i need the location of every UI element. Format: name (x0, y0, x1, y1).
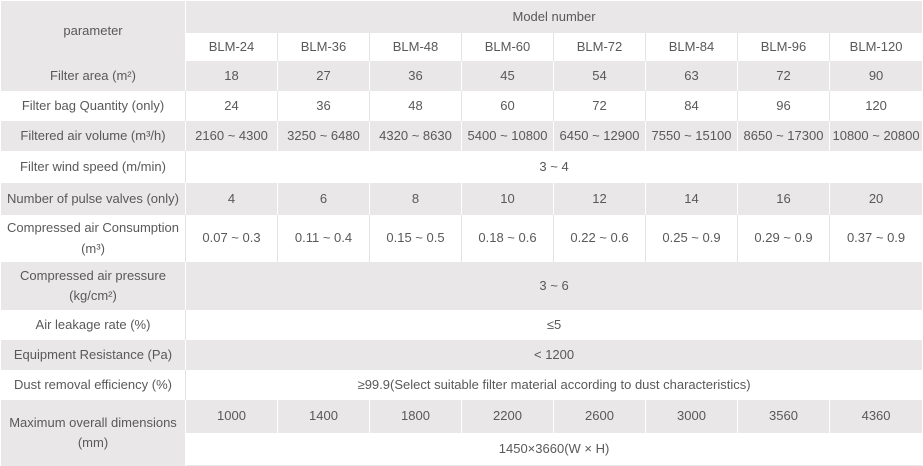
value-cell: 3560 (738, 400, 830, 433)
row-air-pressure: Compressed air pressure (kg/cm²) 3 ~ 6 (1, 262, 923, 310)
value-cell: 63 (646, 61, 738, 91)
value-cell: 90 (830, 61, 923, 91)
value-cell: 1800 (370, 400, 462, 433)
value-cell: 14 (646, 183, 738, 215)
value-cell: 3000 (646, 400, 738, 433)
row-air-leakage: Air leakage rate (%) ≤5 (1, 310, 922, 340)
value-cell: 54 (554, 61, 646, 91)
value-cell: 0.25 ~ 0.9 (646, 215, 738, 262)
row-label: Air leakage rate (%) (1, 310, 186, 340)
value-cell: 72 (738, 61, 830, 91)
value-cell: 10800 ~ 20800 (830, 121, 923, 151)
model-column-header: BLM-84 (646, 33, 738, 61)
value-cell: 8 (370, 183, 462, 215)
value-cell: 4 (186, 183, 278, 215)
value-cell: 0.07 ~ 0.3 (186, 215, 278, 262)
value-cell: 0.18 ~ 0.6 (462, 215, 554, 262)
value-cell: 5400 ~ 10800 (462, 121, 554, 151)
value-cell: 4360 (830, 400, 923, 433)
value-cell: 0.11 ~ 0.4 (278, 215, 370, 262)
header-row-models: BLM-24 BLM-36 BLM-48 BLM-60 BLM-72 BLM-8… (1, 33, 922, 61)
row-label: Dust removal efficiency (%) (1, 370, 186, 400)
value-cell: 0.37 ~ 0.9 (846, 230, 906, 246)
value-cell: 84 (646, 91, 738, 121)
value-cell: 4320 ~ 8630 (370, 121, 462, 151)
value-cell: 24 (186, 91, 278, 121)
value-cell: 2200 (462, 400, 554, 433)
header-row-model-number: parameter Model number (1, 1, 923, 61)
value-cell: 36 (278, 91, 370, 121)
value-cell: 27 (278, 61, 370, 91)
value-cell: 120 (865, 97, 887, 113)
row-label: Compressed air Consumption (m³) (1, 215, 186, 262)
row-label: Maximum overall dimensions (mm) (1, 400, 186, 466)
row-filter-wind-speed: Filter wind speed (m/min) 3 ~ 4 (1, 151, 922, 183)
row-equipment-resistance: Equipment Resistance (Pa) < 1200 (1, 340, 923, 370)
row-label: Filtered air volume (m³/h) (1, 121, 186, 151)
merged-value-cell: < 1200 (186, 340, 923, 370)
value-cell: 3250 ~ 6480 (278, 121, 370, 151)
value-cell: 48 (370, 91, 462, 121)
model-column-header: BLM-72 (554, 33, 646, 61)
merged-value-cell: ≥99.9(Select suitable filter material ac… (357, 376, 751, 392)
value-cell: 1000 (186, 400, 278, 433)
row-filtered-air-volume: Filtered air volume (m³/h) 2160 ~ 4300 3… (1, 121, 923, 151)
value-cell: 20 (830, 183, 923, 215)
value-cell: 6 (278, 183, 370, 215)
merged-value-cell: 3 ~ 6 (186, 262, 923, 310)
value-cell: 7550 ~ 15100 (646, 121, 738, 151)
model-column-header: BLM-24 (186, 33, 278, 61)
model-number-header-cell: Model number (186, 1, 923, 33)
value-cell: 1400 (278, 400, 370, 433)
value-cell: 36 (370, 61, 462, 91)
row-label: Filter wind speed (m/min) (1, 151, 186, 183)
row-label: Filter area (m²) (1, 61, 186, 91)
row-filter-bag-quantity: Filter bag Quantity (only) 24 36 48 60 7… (1, 91, 922, 121)
parameter-header-cell: parameter (1, 1, 186, 61)
row-dust-removal: Dust removal efficiency (%) ≥99.9(Select… (1, 370, 922, 400)
value-cell: 60 (462, 91, 554, 121)
model-column-header: BLM-48 (370, 33, 462, 61)
value-cell: 96 (738, 91, 830, 121)
value-cell: 18 (186, 61, 278, 91)
value-cell: 0.29 ~ 0.9 (738, 215, 830, 262)
value-cell: 16 (738, 183, 830, 215)
row-label: Compressed air pressure (kg/cm²) (1, 262, 186, 310)
value-cell: 72 (554, 91, 646, 121)
value-cell: 8650 ~ 17300 (738, 121, 830, 151)
model-column-header: BLM-120 (849, 38, 903, 54)
model-column-header: BLM-60 (462, 33, 554, 61)
value-cell: 10 (462, 183, 554, 215)
merged-value-cell: 1450×3660(W × H) (186, 433, 923, 466)
merged-value-cell: ≤5 (546, 316, 562, 332)
row-label: Equipment Resistance (Pa) (1, 340, 186, 370)
value-cell: 45 (462, 61, 554, 91)
value-cell: 0.22 ~ 0.6 (554, 215, 646, 262)
model-column-header: BLM-36 (278, 33, 370, 61)
merged-value-cell: 3 ~ 4 (539, 158, 569, 174)
row-filter-area: Filter area (m²) 18 27 36 45 54 63 72 90 (1, 61, 923, 91)
value-cell: 2160 ~ 4300 (186, 121, 278, 151)
model-column-header: BLM-96 (738, 33, 830, 61)
value-cell: 12 (554, 183, 646, 215)
row-max-dimensions: Maximum overall dimensions (mm) 1000 140… (1, 400, 923, 466)
value-cell: 0.15 ~ 0.5 (370, 215, 462, 262)
row-label: Number of pulse valves (only) (1, 183, 186, 215)
row-label: Filter bag Quantity (only) (1, 91, 186, 121)
row-pulse-valves: Number of pulse valves (only) 4 6 8 10 1… (1, 183, 923, 215)
value-cell: 2600 (554, 400, 646, 433)
row-air-consumption: Compressed air Consumption (m³) 0.07 ~ 0… (1, 215, 922, 262)
value-cell: 6450 ~ 12900 (554, 121, 646, 151)
